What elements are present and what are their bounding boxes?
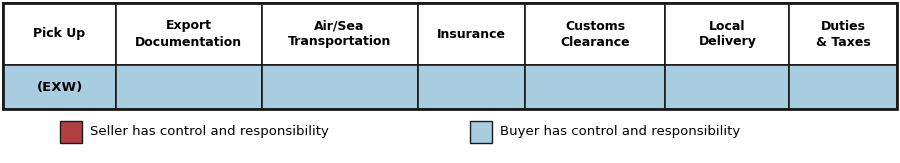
Bar (418, 65, 526, 109)
Bar (60, 121, 82, 143)
Text: Local
Delivery: Local Delivery (698, 20, 756, 49)
Text: Export
Documentation: Export Documentation (135, 20, 242, 49)
Bar (3, 3, 897, 109)
Text: Air/Sea
Transportation: Air/Sea Transportation (288, 20, 392, 49)
Bar (665, 3, 789, 65)
Bar (789, 3, 897, 65)
Bar (3, 65, 116, 109)
Bar (526, 65, 665, 109)
Bar (418, 3, 526, 65)
Bar (470, 121, 492, 143)
Bar (526, 3, 665, 65)
Bar (665, 65, 789, 109)
Text: Insurance: Insurance (437, 28, 506, 40)
Bar (789, 65, 897, 109)
Bar (262, 3, 418, 65)
Text: Seller has control and responsibility: Seller has control and responsibility (90, 126, 328, 139)
Bar (3, 3, 116, 65)
Bar (116, 65, 262, 109)
Bar (262, 65, 418, 109)
Text: (EXW): (EXW) (36, 81, 83, 94)
Text: Pick Up: Pick Up (33, 28, 86, 40)
Text: Buyer has control and responsibility: Buyer has control and responsibility (500, 126, 740, 139)
Text: Customs
Clearance: Customs Clearance (561, 20, 630, 49)
Bar (116, 3, 262, 65)
Text: Duties
& Taxes: Duties & Taxes (815, 20, 870, 49)
